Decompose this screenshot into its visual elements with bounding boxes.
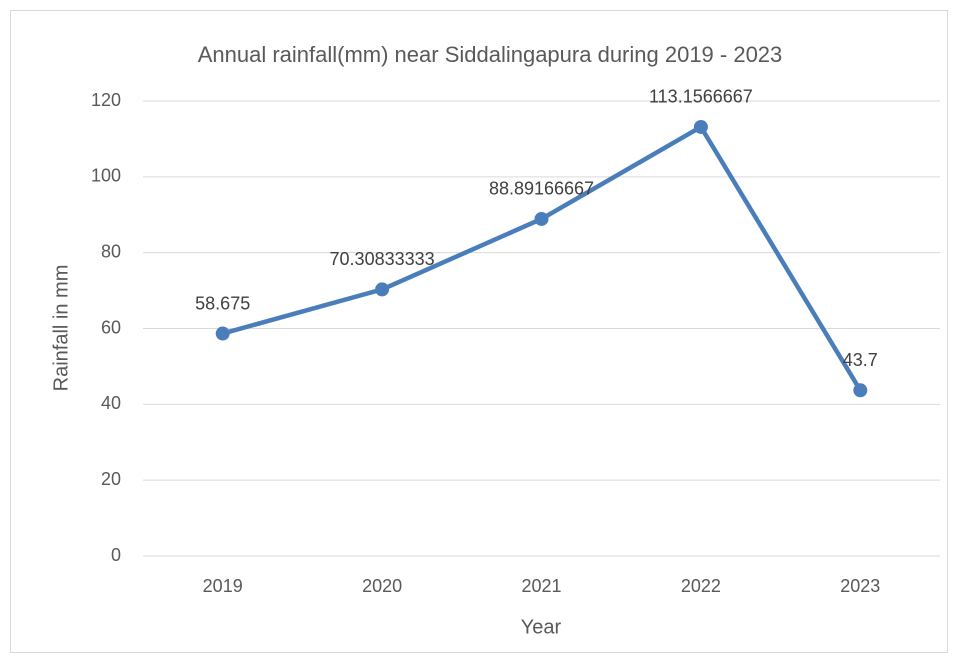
x-axis-title: Year	[521, 616, 562, 638]
y-tick-label: 0	[111, 545, 121, 565]
data-label: 88.89166667	[489, 179, 594, 199]
x-tick-label: 2023	[840, 576, 880, 596]
x-tick-label: 2019	[203, 576, 243, 596]
y-tick-label: 20	[101, 469, 121, 489]
chart-border	[10, 10, 948, 653]
data-label: 113.1566667	[649, 87, 753, 107]
y-tick-label: 100	[91, 166, 121, 186]
y-tick-label: 40	[101, 393, 121, 413]
y-tick-label: 80	[101, 241, 121, 261]
data-label: 58.675	[195, 293, 250, 313]
y-axis-title: Rainfall in mm	[50, 265, 72, 392]
marker	[534, 211, 549, 226]
marker	[853, 383, 868, 398]
y-tick-label: 60	[101, 317, 121, 337]
marker	[215, 326, 230, 341]
data-label: 70.30833333	[330, 249, 435, 269]
chart-title: Annual rainfall(mm) near Siddalingapura …	[198, 42, 783, 67]
marker	[375, 282, 390, 297]
marker	[693, 119, 708, 134]
x-tick-label: 2022	[681, 576, 721, 596]
data-label: 43.7	[843, 350, 878, 370]
x-tick-label: 2021	[521, 576, 561, 596]
y-tick-label: 120	[91, 90, 121, 110]
x-tick-label: 2020	[362, 576, 402, 596]
